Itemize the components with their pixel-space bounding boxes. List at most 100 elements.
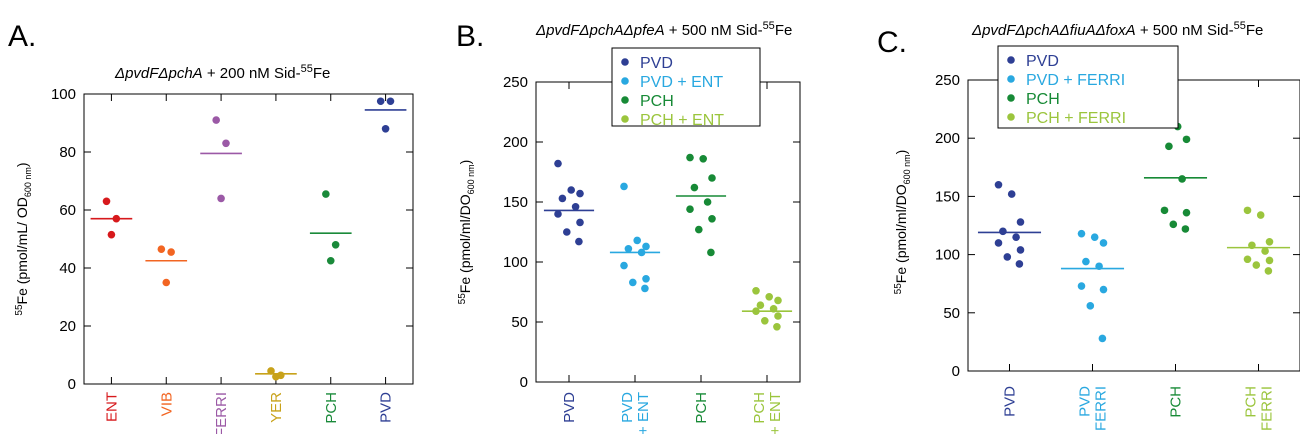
data-point — [1182, 135, 1191, 144]
y-label-subscript: 600 nm — [466, 164, 476, 194]
data-point — [752, 287, 760, 295]
y-axis-label: 55Fe (pmol/mL/ OD600 nm) — [14, 162, 33, 315]
data-point — [620, 261, 628, 270]
y-tick-label: 200 — [503, 134, 528, 151]
y-axis-label: 55Fe (pmol/ml/DO600 nm) — [457, 160, 476, 305]
x-tick-label: PCH — [323, 392, 340, 424]
chart-panel-2: B. ΔpvdFΔpchAΔpfeA + 500 nM Sid-55Fe 55Fe … — [456, 20, 801, 434]
y-label-units: Fe (pmol/ml/DO — [893, 184, 909, 283]
legend-entry: PCH + FERRI — [1026, 110, 1126, 127]
data-point — [331, 241, 340, 249]
legend-box — [611, 47, 761, 127]
y-label-close: ) — [893, 150, 909, 155]
legend-entry: PVD + FERRI — [1026, 72, 1125, 89]
data-point — [752, 307, 760, 316]
data-point — [107, 230, 116, 239]
x-tick-label-line2: + ENT — [767, 392, 784, 434]
data-point — [157, 245, 166, 253]
data-point — [167, 248, 175, 256]
y-tick-label: 250 — [503, 74, 528, 91]
data-point — [686, 153, 694, 162]
data-point — [761, 317, 769, 325]
data-point — [769, 305, 778, 313]
data-point — [102, 197, 111, 206]
data-point — [773, 323, 781, 331]
data-point — [765, 293, 773, 301]
x-tick-label-line1: PCH — [1243, 386, 1260, 418]
x-tick-label-line1: PVD — [619, 392, 636, 423]
data-point — [1182, 208, 1191, 217]
data-point — [376, 97, 385, 106]
x-tick-label: FERRI — [213, 392, 230, 434]
y-tick-label: 60 — [59, 202, 76, 219]
chart-title: ΔpvdFΔpchAΔpfeA + 500 nM Sid-55Fe — [535, 20, 792, 39]
data-point — [629, 278, 637, 287]
data-point — [1086, 302, 1095, 310]
y-tick-label: 100 — [935, 247, 960, 264]
title-element: Fe — [313, 65, 331, 82]
y-axis-label: 55Fe (pmol/ml/DO600 nm) — [893, 150, 912, 295]
data-point — [690, 183, 699, 192]
data-point — [563, 228, 571, 236]
x-tick-label: PCH+ FERRI — [1243, 386, 1276, 434]
data-point — [756, 301, 765, 310]
data-point — [272, 372, 280, 381]
x-tick-label-line2: + FERRI — [1093, 386, 1110, 434]
panel-label: B. — [456, 20, 484, 53]
y-tick-label: 150 — [935, 188, 960, 205]
data-point — [381, 125, 390, 133]
x-tick-label: PVD+ ENT — [619, 392, 652, 434]
y-tick-label: 100 — [51, 86, 76, 103]
data-point — [386, 97, 395, 106]
legend-marker — [621, 115, 629, 123]
y-tick-label: 50 — [511, 314, 528, 331]
data-point — [1169, 220, 1178, 229]
data-point — [695, 225, 703, 234]
title-isotope: 55 — [1234, 20, 1246, 32]
y-label-subscript: 600 nm — [23, 167, 33, 197]
y-label-units: Fe (pmol/mL/ OD — [14, 197, 30, 304]
title-condition: + 500 nM Sid- — [1136, 22, 1234, 39]
x-tick-label-line2: + FERRI — [1259, 386, 1276, 434]
title-isotope: 55 — [763, 20, 775, 32]
legend-entry: PCH — [1026, 91, 1060, 108]
y-tick-label: 40 — [59, 260, 76, 277]
data-point — [554, 210, 562, 218]
legend-marker — [1007, 113, 1015, 121]
y-label-isotope: 55 — [14, 304, 25, 316]
x-tick-label: PVD — [561, 392, 578, 423]
x-tick-label: VIB — [158, 392, 175, 416]
data-point — [1012, 233, 1020, 241]
legend-marker — [1007, 94, 1015, 102]
data-point — [162, 278, 171, 287]
x-tick-label: PCH+ ENT — [751, 392, 784, 434]
data-point — [1165, 142, 1173, 151]
data-point — [558, 194, 567, 203]
y-label-isotope: 55 — [457, 293, 468, 305]
y-tick-label: 20 — [59, 318, 76, 335]
chart-title: ΔpvdFΔpchA + 200 nM Sid-55Fe — [114, 63, 330, 82]
data-point — [575, 237, 583, 246]
title-condition: + 500 nM Sid- — [665, 22, 763, 39]
data-point — [1077, 229, 1086, 238]
legend-entry: PCH — [640, 93, 674, 110]
y-label-close: ) — [457, 160, 473, 165]
y-label-close: ) — [14, 162, 30, 167]
data-point — [641, 284, 649, 293]
x-tick-label: PVD — [1002, 386, 1019, 417]
legend: PVD PVD + ENT PCH PCH + ENT — [611, 47, 761, 129]
data-point — [1099, 239, 1108, 247]
legend-entry: PVD + ENT — [640, 74, 723, 91]
data-point — [1261, 247, 1269, 255]
y-tick-label: 250 — [935, 72, 960, 89]
legend-entry: PVD — [640, 55, 673, 72]
data-point — [217, 194, 225, 203]
data-point — [642, 242, 650, 251]
y-label-subscript: 600 nm — [902, 154, 912, 184]
y-label-isotope: 55 — [893, 283, 904, 295]
data-point — [576, 189, 584, 198]
data-point — [994, 239, 1003, 247]
legend-marker — [621, 77, 629, 85]
